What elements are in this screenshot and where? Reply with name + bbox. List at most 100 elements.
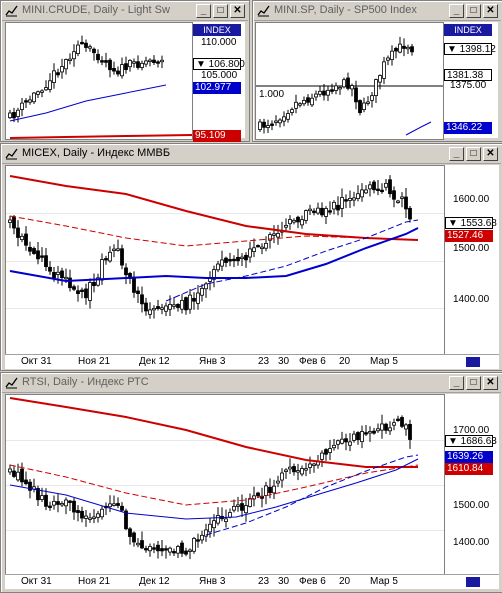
rtsi-plot-area[interactable] [5, 394, 445, 576]
candle-body [160, 59, 164, 63]
maximize-button[interactable]: □ [466, 147, 481, 161]
candle-body [312, 210, 316, 213]
candle-body [172, 551, 176, 554]
candle-body [348, 441, 352, 446]
rtsi-titlebar[interactable]: RTSI, Daily - Индекс РТС _ □ ✕ [2, 374, 501, 393]
candle-body [132, 276, 136, 293]
index-label: INDEX [193, 24, 241, 36]
candle-body [108, 503, 112, 508]
candle-body [236, 504, 240, 507]
candle-body [192, 297, 196, 302]
last-price-tag: ▼ 1398.12 [444, 43, 496, 55]
window-title: MINI.CRUDE, Daily - Light Sw [22, 4, 170, 16]
candle-body [248, 248, 252, 258]
candle-body [328, 210, 332, 213]
candle-body [232, 505, 236, 511]
minimize-button[interactable]: _ [196, 4, 211, 18]
candle-body [120, 64, 124, 77]
candle-body [80, 510, 84, 519]
candle-body [402, 45, 406, 49]
candle-body [240, 256, 244, 260]
candle-body [112, 248, 116, 251]
candle-body [48, 266, 52, 272]
candle-body [88, 282, 92, 301]
ma-100-line [9, 464, 419, 506]
candle-body [400, 196, 404, 199]
candle-body [268, 486, 272, 494]
crude-chart-window[interactable]: MINI.CRUDE, Daily - Light Sw _ □ ✕ INDEX… [0, 0, 250, 142]
candle-body [64, 499, 68, 507]
candle-body [80, 289, 84, 293]
crude-plot-area[interactable] [5, 22, 193, 140]
candle-body [292, 219, 296, 223]
candle-body [404, 424, 408, 430]
candle-body [180, 300, 184, 310]
candle-body [104, 258, 108, 261]
candle-body [388, 427, 392, 432]
sp-titlebar[interactable]: MINI.SP, Daily - SP500 Index _ □ ✕ [254, 2, 501, 21]
candle-body [340, 438, 344, 444]
micex-titlebar[interactable]: MICEX, Daily - Индекс ММВБ _ □ ✕ [2, 145, 501, 164]
close-button[interactable]: ✕ [483, 147, 498, 161]
candle-body [338, 87, 342, 90]
close-button[interactable]: ✕ [483, 376, 498, 390]
rtsi-chart-window[interactable]: RTSI, Daily - Индекс РТС _ □ ✕ 1700.00 ▼… [0, 372, 502, 593]
candle-body [398, 43, 402, 53]
candle-body [304, 468, 308, 471]
candle-body [204, 283, 208, 290]
candle-body [228, 259, 232, 262]
candle-body [20, 468, 24, 483]
candle-body [332, 444, 336, 449]
candle-body [56, 501, 60, 505]
candle-body [382, 61, 386, 79]
maximize-button[interactable]: □ [466, 4, 481, 18]
minimize-button[interactable]: _ [449, 147, 464, 161]
candle-body [104, 60, 108, 63]
candle-body [160, 307, 164, 310]
candle-body [164, 305, 168, 312]
maximize-button[interactable]: □ [213, 4, 228, 18]
candle-body [318, 90, 322, 95]
minimize-button[interactable]: _ [449, 4, 464, 18]
micex-plot-area[interactable] [5, 165, 445, 356]
candle-body [396, 418, 400, 421]
close-button[interactable]: ✕ [483, 4, 498, 18]
candle-body [240, 503, 244, 511]
chart-options-icon[interactable] [465, 576, 481, 588]
candle-body [36, 250, 40, 260]
ma-blue-line [405, 121, 432, 136]
candle-body [270, 123, 274, 126]
candle-body [88, 517, 92, 520]
candle-body [60, 503, 64, 506]
candle-body [296, 470, 300, 473]
candle-body [392, 190, 396, 200]
crude-titlebar[interactable]: MINI.CRUDE, Daily - Light Sw _ □ ✕ [2, 2, 248, 21]
candle-body [12, 470, 16, 477]
candle-body [388, 179, 392, 195]
candle-body [36, 91, 40, 95]
candle-body [196, 292, 200, 304]
candle-body [56, 271, 60, 275]
candle-body [282, 116, 286, 122]
candle-body [140, 62, 144, 68]
sp-plot-area[interactable]: 1.000 [255, 22, 444, 140]
candle-body [136, 61, 140, 68]
maximize-button[interactable]: □ [466, 376, 481, 390]
micex-chart-window[interactable]: MICEX, Daily - Индекс ММВБ _ □ ✕ 1600.00… [0, 143, 502, 371]
candle-body [320, 452, 324, 460]
candle-body [200, 287, 204, 296]
candle-body [152, 547, 156, 550]
candle-body [48, 505, 52, 508]
window-title: RTSI, Daily - Индекс РТС [22, 376, 149, 388]
candle-body [298, 103, 302, 106]
candle-body [364, 432, 368, 435]
candle-body [336, 440, 340, 445]
ma-50-line [9, 458, 419, 520]
minimize-button[interactable]: _ [449, 376, 464, 390]
candle-body [244, 254, 248, 261]
candle-body [180, 542, 184, 554]
close-button[interactable]: ✕ [230, 4, 245, 18]
chart-options-icon[interactable] [465, 356, 481, 368]
sp-chart-window[interactable]: MINI.SP, Daily - SP500 Index _ □ ✕ 1.000… [252, 0, 502, 142]
date-label: Окт 31 [21, 576, 52, 587]
